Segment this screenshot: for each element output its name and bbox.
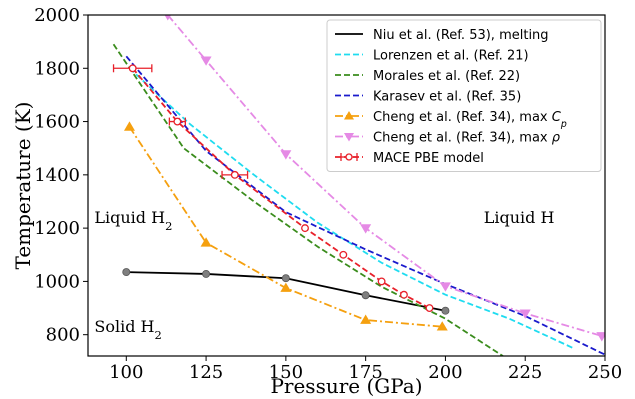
data-point — [436, 321, 448, 331]
legend-label: Niu et al. (Ref. 53), melting — [373, 28, 549, 43]
y-tick-label: 1600 — [34, 112, 80, 133]
data-point — [360, 314, 372, 324]
x-tick-label: 150 — [269, 362, 303, 383]
series-4 — [123, 121, 448, 331]
y-tick-label: 1200 — [34, 218, 80, 239]
region-label: Liquid H2 — [94, 208, 172, 233]
legend-label: Cheng et al. (Ref. 34), max Cp — [373, 110, 567, 130]
region-label: Liquid H — [484, 208, 555, 227]
y-axis-label: Temperature (K) — [11, 102, 35, 270]
y-tick-label: 800 — [46, 325, 80, 346]
data-point — [128, 64, 137, 73]
y-tick-label: 1800 — [34, 58, 80, 79]
data-point — [200, 56, 212, 66]
x-axis-label: Pressure (GPa) — [270, 374, 422, 398]
y-tick-label: 1000 — [34, 271, 80, 292]
x-tick-label: 100 — [109, 362, 143, 383]
data-point — [281, 274, 290, 283]
x-tick-label: 125 — [189, 362, 223, 383]
data-point — [280, 150, 292, 160]
legend-entry: Lorenzen et al. (Ref. 21) — [335, 49, 529, 64]
data-point — [123, 121, 135, 131]
data-point — [596, 332, 605, 342]
data-point — [164, 15, 172, 21]
series-2 — [112, 43, 504, 356]
series-line-6 — [131, 67, 430, 309]
data-point — [360, 224, 372, 234]
x-tick-label: 200 — [428, 362, 462, 383]
y-tick-label: 1400 — [34, 165, 80, 186]
x-tick-label: 250 — [588, 362, 622, 383]
data-point — [200, 237, 212, 247]
legend — [326, 19, 602, 172]
data-point — [399, 290, 408, 299]
data-point — [425, 304, 434, 312]
data-point — [361, 291, 370, 300]
legend-label: Cheng et al. (Ref. 34), max ρ — [373, 131, 561, 146]
data-point — [441, 306, 450, 315]
legend-entry: Cheng et al. (Ref. 34), max ρ — [335, 131, 561, 146]
series-line-2 — [112, 43, 504, 356]
series-1 — [128, 67, 574, 349]
plot-frame — [87, 14, 606, 357]
legend-label: Lorenzen et al. (Ref. 21) — [373, 49, 529, 64]
data-point — [377, 277, 386, 286]
data-point — [339, 250, 348, 259]
data-point — [202, 269, 211, 278]
series-5 — [164, 15, 605, 342]
legend-label: Karasev et al. (Ref. 35) — [373, 90, 521, 105]
data-point — [122, 268, 131, 277]
legend-entry: Morales et al. (Ref. 22) — [335, 69, 520, 84]
x-tick-label: 225 — [508, 362, 542, 383]
data-point — [439, 282, 451, 292]
series-line-1 — [128, 67, 574, 349]
legend-entry: Cheng et al. (Ref. 34), max Cp — [335, 110, 567, 130]
legend-entry: MACE PBE model — [335, 151, 484, 166]
legend-entry: Karasev et al. (Ref. 35) — [335, 90, 521, 105]
y-tick-label: 2000 — [34, 5, 80, 26]
data-point — [280, 282, 292, 292]
x-tick-label: 175 — [348, 362, 382, 383]
data-point — [301, 224, 309, 233]
legend-label: MACE PBE model — [373, 151, 484, 166]
series-6 — [112, 64, 434, 312]
region-label: Solid H2 — [94, 317, 161, 342]
data-point — [519, 309, 531, 319]
legend-entry: Niu et al. (Ref. 53), melting — [335, 28, 549, 43]
data-point — [230, 170, 239, 179]
legend-label: Morales et al. (Ref. 22) — [373, 69, 520, 84]
data-point — [173, 117, 182, 126]
series-0 — [122, 268, 450, 315]
